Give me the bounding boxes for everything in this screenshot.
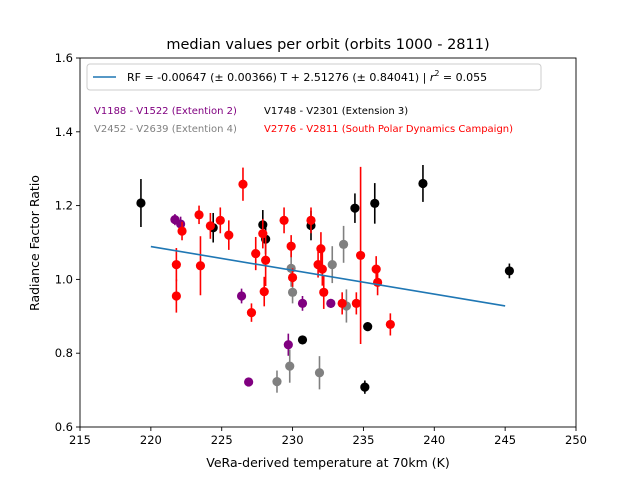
data-point [238,179,248,189]
data-point [337,298,347,308]
data-point [385,319,395,330]
x-tick-label: 230 [282,433,304,447]
legend-r-symbol: r [430,71,436,84]
series-1 [170,214,336,387]
plot-area: 215 220 225 230 235 240 245 250 0.6 0.8 1.0 1.2 1.4 1… [55,51,587,447]
data-point [259,286,269,297]
annotation-extention-4: V2452 - V2639 (Extention 4) [94,124,237,135]
data-point [338,239,349,249]
chart-title: median values per orbit (orbits 1000 - 2… [166,37,489,53]
data-point [224,230,234,240]
legend-r2-value: = 0.055 [439,71,487,84]
data-point [171,260,181,270]
y-tick-label: 1.6 [55,51,73,65]
data-point [297,298,308,308]
plot-frame [79,57,577,428]
data-point [317,264,327,274]
data-point [176,219,186,229]
y-tick-label: 0.6 [55,420,73,434]
data-point [326,298,336,308]
data-point [171,291,181,301]
data-point [215,215,225,225]
data-point [371,264,381,274]
data-point [418,178,428,189]
legend-frame [86,63,542,91]
data-point [246,308,257,318]
x-tick-label: 240 [423,433,445,447]
annotation-south-polar-campaign: V2776 - V2811 (South Polar Dynamics Camp… [264,124,513,135]
series-2 [272,225,352,393]
x-tick-label: 250 [565,433,587,447]
data-point [306,215,316,225]
data-point [205,221,215,231]
data-point [283,340,293,350]
annotation-extention-2: V1188 - V1522 (Extention 2) [94,106,237,117]
series-3 [171,166,395,344]
y-tick-label: 0.8 [55,346,73,360]
x-tick-label: 215 [69,433,91,447]
x-tick-label: 235 [352,433,374,447]
data-point [251,248,261,259]
data-point [504,266,514,276]
annotation-extension-3: V1748 - V2301 (Extension 3) [264,106,408,117]
data-point [279,215,289,225]
data-point [314,368,325,378]
data-point [244,377,254,387]
y-tick-label: 1.4 [55,125,73,139]
legend: RF = -0.00647 (± 0.00366) T + 2.51276 (±… [86,63,542,91]
legend-fit-equation: RF = -0.00647 (± 0.00366) T + 2.51276 (±… [127,71,430,84]
data-point [370,198,380,208]
data-point [177,226,187,236]
data-point [261,255,271,265]
data-point [316,244,326,254]
data-point [360,382,370,392]
data-point [286,263,296,273]
data-point [363,322,373,332]
data-point [195,261,206,271]
data-point [286,241,296,251]
data-point [355,250,366,261]
x-tick-label: 225 [211,433,233,447]
data-point [287,287,298,297]
legend-fit-label: RF = -0.00647 (± 0.00366) T + 2.51276 (±… [127,69,487,84]
data-point [350,203,360,213]
campaign-annotations: V1188 - V1522 (Extention 2) V1748 - V230… [94,106,513,135]
y-axis-label: Radiance Factor Ratio [27,175,42,311]
data-point [351,298,361,308]
data-point [236,291,247,301]
y-tick-label: 1.0 [55,272,73,286]
data-point [194,210,204,220]
data-point [285,361,295,371]
data-point [327,260,337,270]
y-tick-label: 1.2 [55,199,73,213]
data-point [136,198,146,208]
x-axis-label: VeRa-derived temperature at 70km (K) [206,455,449,470]
fit-line [150,245,506,307]
legend-r-exponent: 2 [434,69,439,78]
data-point [297,335,308,345]
data-point [272,377,282,387]
data-point [287,272,298,283]
x-tick-label: 245 [494,433,516,447]
x-tick-label: 220 [140,433,162,447]
data-point [319,287,329,297]
